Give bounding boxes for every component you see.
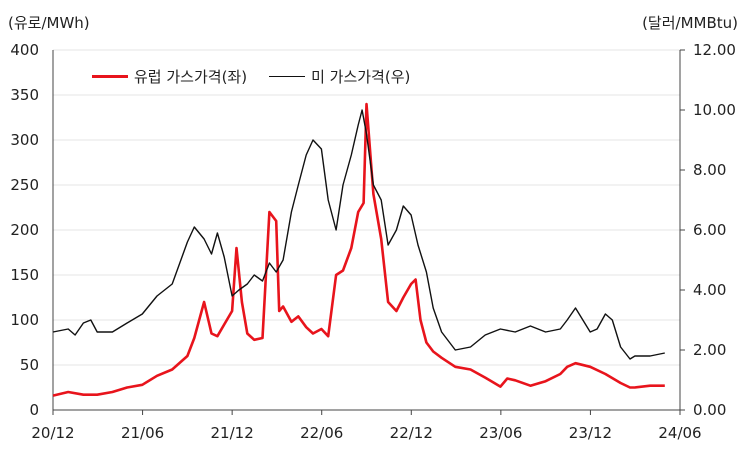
y-right-tick-label: 4.00 — [693, 281, 726, 299]
series-line-us-gas — [52, 109, 665, 360]
x-tick-label: 22/12 — [390, 424, 433, 442]
legend: 유럽 가스가격(좌) 미 가스가격(우) — [92, 66, 410, 87]
legend-label-us: 미 가스가격(우) — [311, 68, 411, 86]
legend-label-europe: 유럽 가스가격(좌) — [134, 68, 248, 86]
y-right-tick-label: 12.00 — [693, 41, 736, 59]
x-tick-label: 21/06 — [121, 424, 164, 442]
legend-item-europe: 유럽 가스가격(좌) — [92, 66, 247, 87]
x-tick-label: 23/06 — [479, 424, 522, 442]
y-left-tick-label: 400 — [10, 41, 39, 59]
x-tick-label: 23/12 — [569, 424, 612, 442]
y-left-tick-label: 350 — [10, 86, 39, 104]
legend-item-us: 미 가스가격(우) — [269, 66, 410, 87]
y-left-tick-label: 250 — [10, 176, 39, 194]
right-axis-unit: (달러/MMBtu) — [642, 14, 738, 32]
y-right-tick-label: 6.00 — [693, 221, 726, 239]
y-left-tick-label: 300 — [10, 131, 39, 149]
y-right-tick-label: 2.00 — [693, 341, 726, 359]
legend-swatch-us — [269, 76, 306, 77]
y-left-tick-label: 100 — [10, 311, 39, 329]
legend-swatch-europe — [92, 75, 128, 78]
y-left-tick-label: 50 — [20, 356, 39, 374]
x-tick-label: 22/06 — [300, 424, 343, 442]
y-right-tick-label: 8.00 — [693, 161, 726, 179]
y-right-tick-label: 10.00 — [693, 101, 736, 119]
x-tick-label: 20/12 — [31, 424, 74, 442]
y-left-tick-label: 0 — [29, 401, 39, 419]
x-tick-label: 24/06 — [658, 424, 701, 442]
y-right-tick-label: 0.00 — [693, 401, 726, 419]
series-line-europe-gas — [52, 102, 665, 397]
left-axis-unit: (유로/MWh) — [8, 14, 90, 32]
y-left-tick-label: 200 — [10, 221, 39, 239]
x-tick-label: 21/12 — [211, 424, 254, 442]
y-left-tick-label: 150 — [10, 266, 39, 284]
